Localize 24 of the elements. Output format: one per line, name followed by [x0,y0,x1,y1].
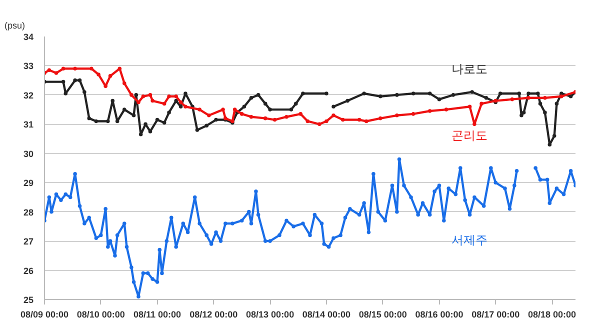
y-tick-label: 29 [23,178,34,188]
x-tick-label: 08/11 00:00 [134,310,182,320]
series-label: 나로도 [451,62,488,76]
x-tick-label: 08/18 00:00 [528,310,576,320]
x-tick-label: 08/10 00:00 [76,310,125,320]
y-tick-label: 25 [23,295,34,305]
y-axis-title: (psu) [4,20,26,30]
x-tick-label: 08/12 00:00 [190,310,238,320]
y-tick-label: 30 [23,148,34,159]
y-tick-label: 27 [23,236,34,247]
y-tick-label: 31 [23,120,34,130]
y-tick-label: 34 [23,32,34,42]
x-tick-label: 08/15 00:00 [358,310,407,320]
y-tick-label: 28 [23,207,34,218]
x-tick-label: 08/14 00:00 [302,310,350,320]
x-tick-label: 08/16 00:00 [415,310,464,320]
x-tick-label: 08/09 00:00 [20,310,69,320]
series-label: 곤리도 [451,128,488,143]
x-tick-label: 08/13 00:00 [246,310,294,320]
x-tick-label: 08/17 00:00 [472,310,520,320]
series-label: 서제주 [451,232,488,247]
y-tick-label: 33 [23,61,34,72]
y-tick-label: 26 [23,266,34,276]
y-tick-label: 32 [23,90,34,100]
